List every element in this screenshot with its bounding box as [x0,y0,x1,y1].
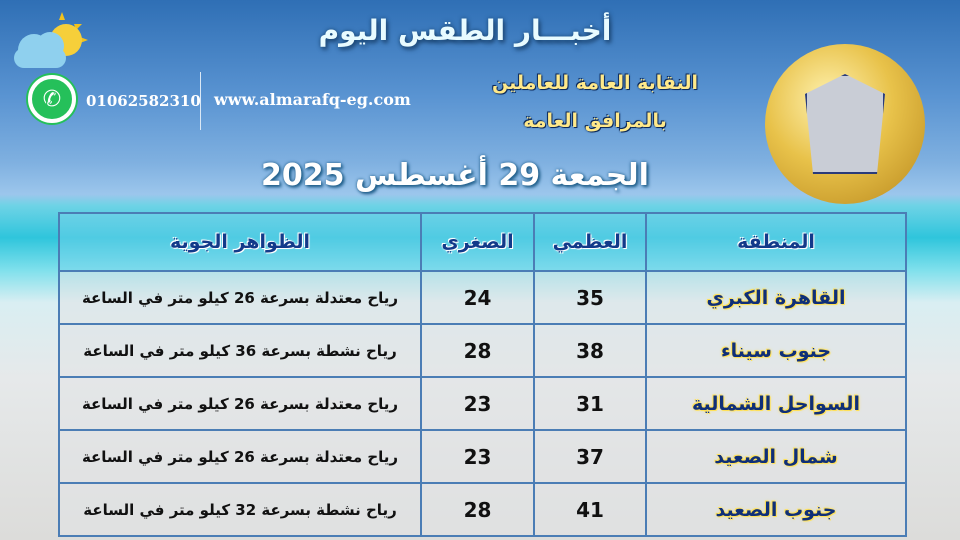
min-temp-cell: 28 [420,482,535,537]
website-link[interactable]: www.almarafq-eg.com [214,90,411,109]
table-header-row: المنطقة العظمي الصغري الظواهر الجوية [58,212,907,272]
date-heading: الجمعة 29 أغسطس 2025 [261,158,649,193]
emblem-shield [805,74,885,174]
min-temp-cell: 23 [420,376,535,431]
region-cell: شمال الصعيد [645,429,907,484]
header-min: الصغري [420,212,535,272]
header-region: المنطقة [645,212,907,272]
region-cell: جنوب الصعيد [645,482,907,537]
min-temp-cell: 23 [420,429,535,484]
max-temp-cell: 37 [533,429,647,484]
table-row: القاهرة الكبري 35 24 رياح معتدلة بسرعة 26 ك… [58,270,907,325]
min-temp-cell: 24 [420,270,535,325]
table-row: السواحل الشمالية 31 23 رياح معتدلة بسرعة 26… [58,376,907,431]
organization-name: النقابة العامة للعاملين بالمرافق العامة [480,64,710,140]
organization-line2: بالمرافق العامة [523,110,667,132]
phenomena-cell: رياح معتدلة بسرعة 26 كيلو متر في الساعة [58,429,422,484]
max-temp-cell: 31 [533,376,647,431]
max-temp-cell: 38 [533,323,647,378]
phenomena-cell: رياح معتدلة بسرعة 26 كيلو متر في الساعة [58,270,422,325]
whatsapp-icon: ✆ [28,75,76,123]
region-cell: جنوب سيناء [645,323,907,378]
phenomena-cell: رياح نشطة بسرعة 32 كيلو متر في الساعة [58,482,422,537]
divider [200,72,201,130]
max-temp-cell: 35 [533,270,647,325]
organization-line1: النقابة العامة للعاملين [491,72,698,94]
header-max: العظمي [533,212,647,272]
region-cell: القاهرة الكبري [645,270,907,325]
table-row: شمال الصعيد 37 23 رياح معتدلة بسرعة 26 كيلو… [58,429,907,484]
table-row: جنوب الصعيد 41 28 رياح نشطة بسرعة 32 كيلو م… [58,482,907,537]
union-logo [765,44,925,204]
max-temp-cell: 41 [533,482,647,537]
cloud-sun-icon [14,12,88,68]
weather-table: المنطقة العظمي الصغري الظواهر الجوية الق… [58,212,907,537]
min-temp-cell: 28 [420,323,535,378]
header-phenomena: الظواهر الجوية [58,212,422,272]
phone-number: 01062582310 [86,92,201,110]
page-title: أخبـــار الطقس اليوم [318,14,612,47]
phenomena-cell: رياح نشطة بسرعة 36 كيلو متر في الساعة [58,323,422,378]
table-row: جنوب سيناء 38 28 رياح نشطة بسرعة 36 كيلو مت… [58,323,907,378]
phenomena-cell: رياح معتدلة بسرعة 26 كيلو متر في الساعة [58,376,422,431]
region-cell: السواحل الشمالية [645,376,907,431]
